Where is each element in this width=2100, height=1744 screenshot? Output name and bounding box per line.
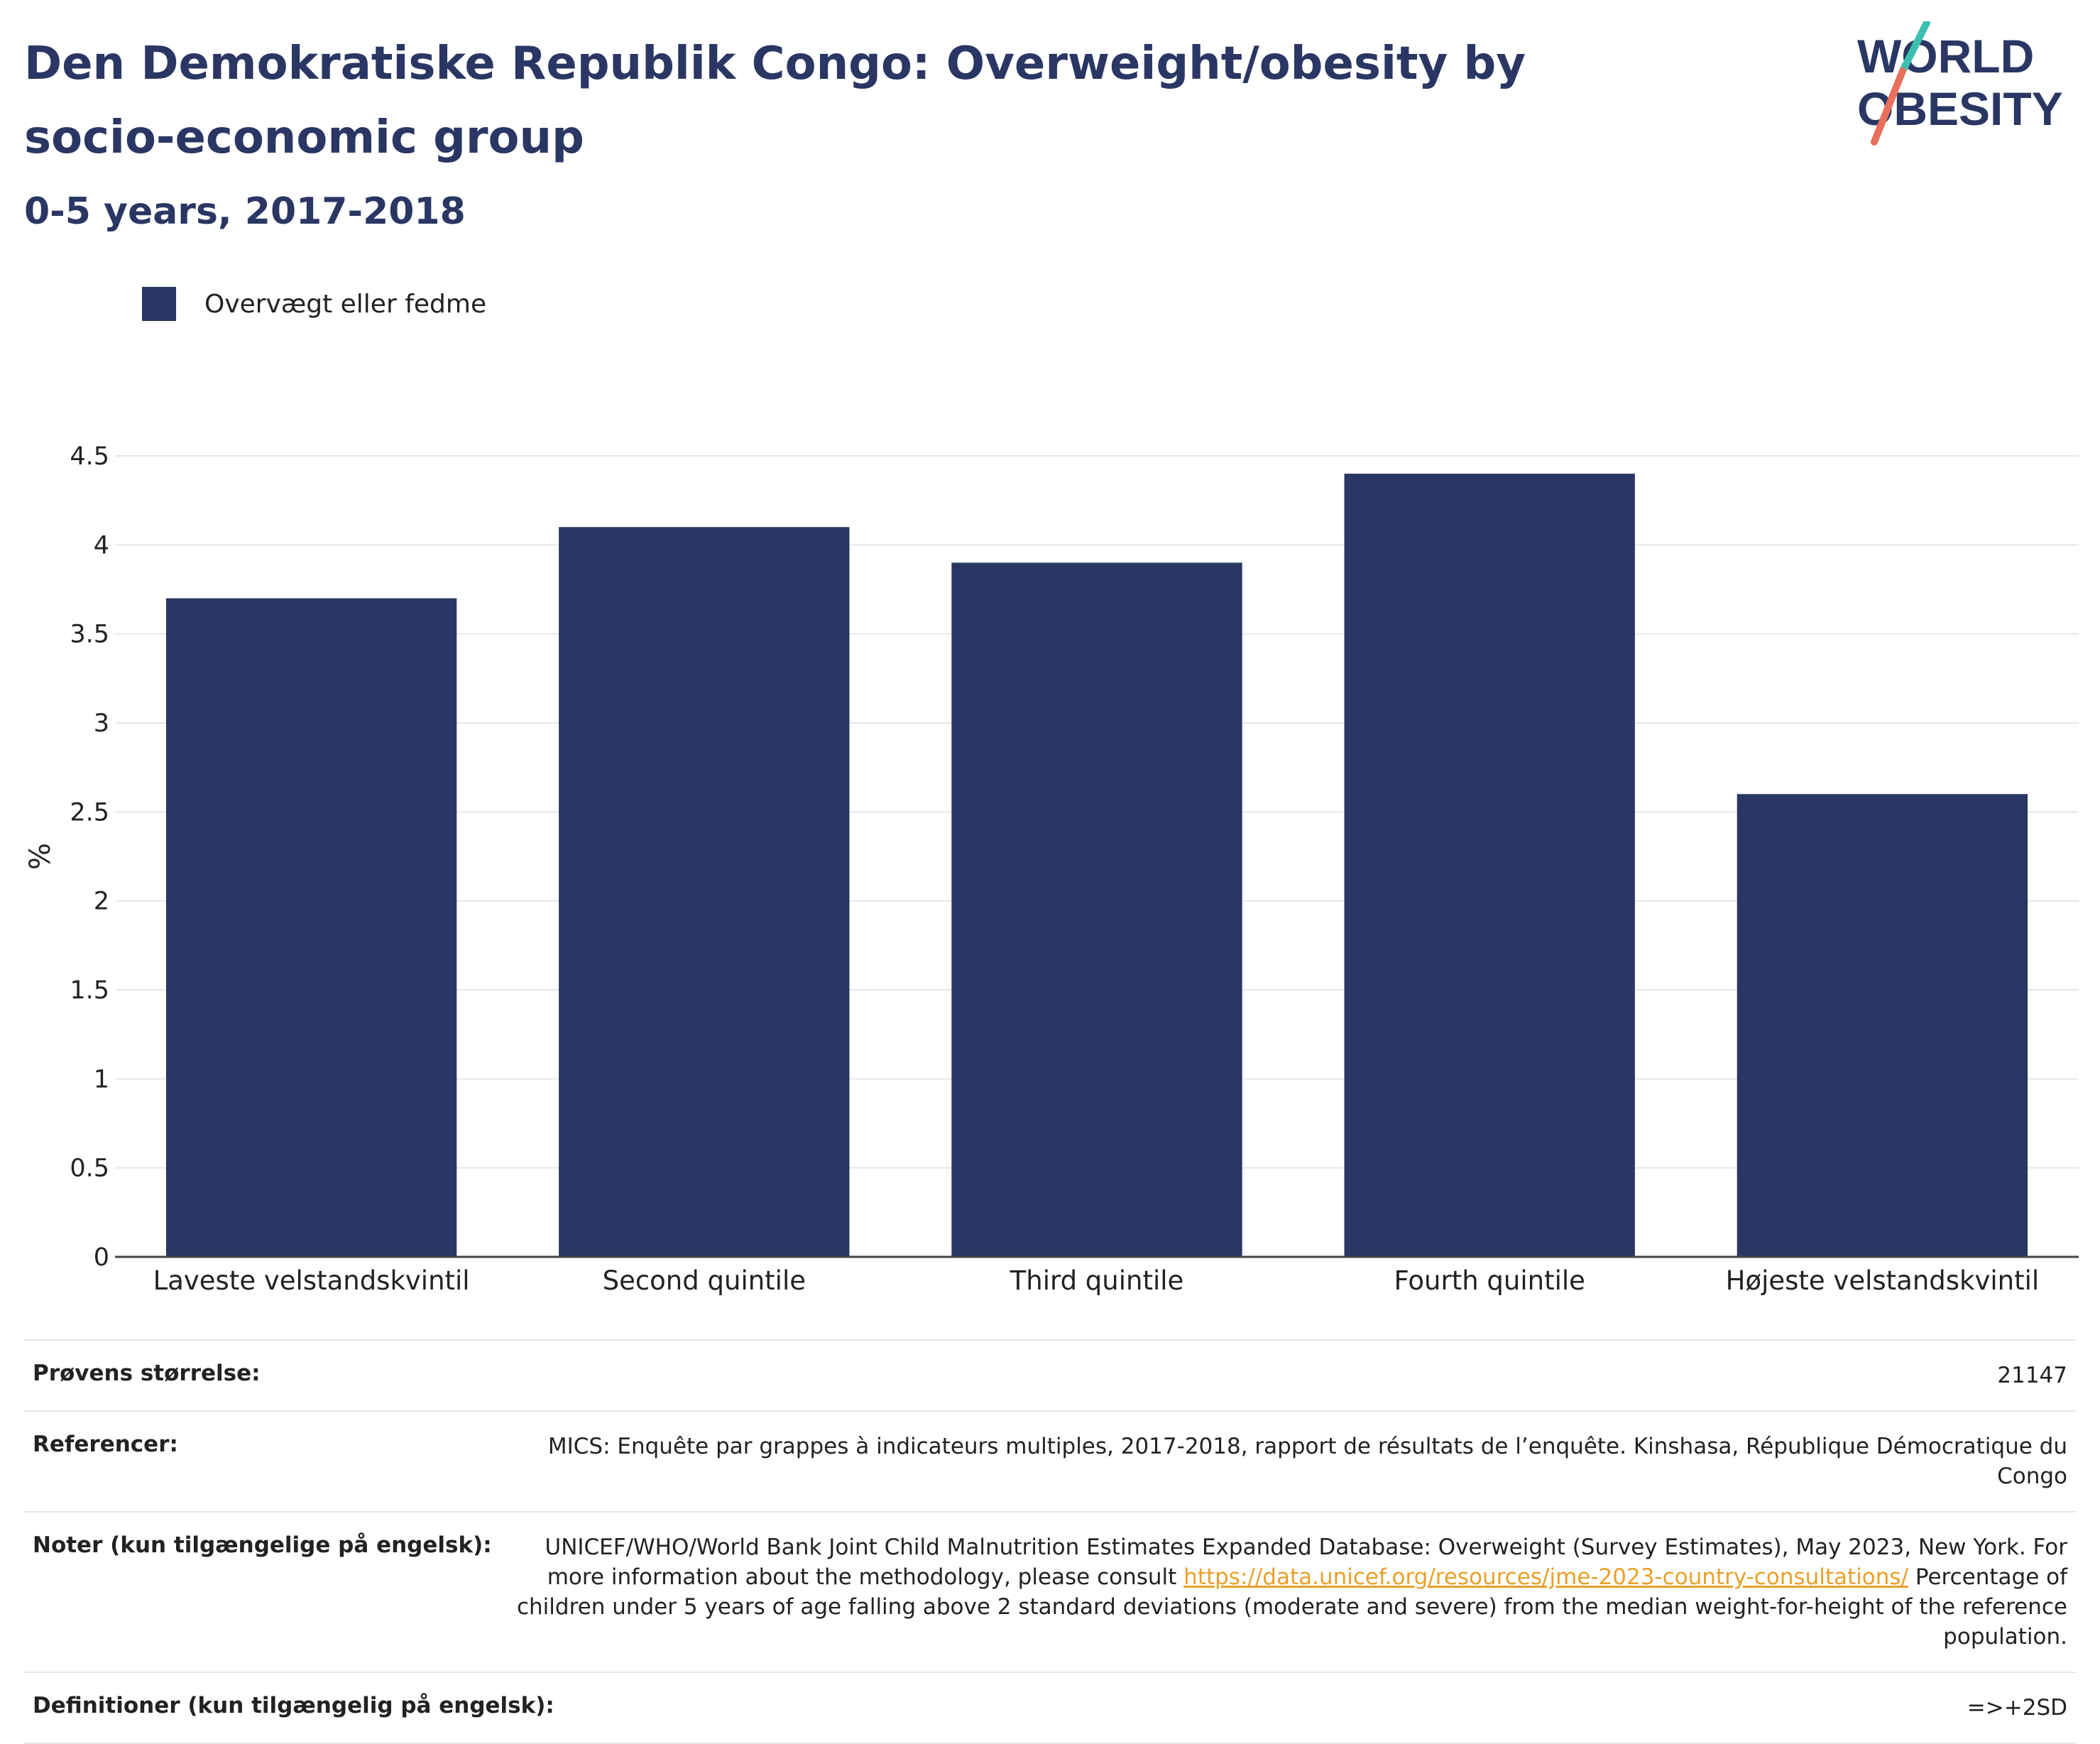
legend: Overvægt eller fedme [142,284,486,324]
y-tick-label: 4 [94,531,109,560]
legend-swatch [142,287,176,321]
y-tick-label: 3 [94,709,109,738]
notes-row: Noter (kun tilgængelige på engelsk): UNI… [24,1511,2076,1672]
y-tick-label: 2 [94,888,109,916]
x-tick-label: Fourth quintile [1394,1265,1585,1296]
y-tick-label: 3.5 [70,621,109,649]
logo-line1: WORLD [1857,30,2034,82]
references-label: Referencer: [33,1432,178,1457]
bar [165,598,457,1257]
y-tick-label: 1.5 [70,976,109,1005]
y-axis-label: % [24,843,57,870]
axes: 0 0.5 1 1.5 2 2.5 3 3.5 4 4.5 Laveste velstandskvi… [24,442,2079,1296]
notes-text-2: Percentage of children under 5 years of … [516,1564,2067,1650]
x-tick-label: Højeste velstandskvintil [1726,1265,2040,1296]
notes-link[interactable]: https://data.unicef.org/resources/jme-20… [1183,1564,1909,1590]
x-tick-label: Laveste velstandskvintil [153,1265,470,1296]
x-tick-label: Third quintile [1010,1265,1184,1296]
info-table: Prøvens størrelse: 21147 Referencer: MIC… [24,1339,2076,1744]
bars [165,474,2028,1258]
sample-size-row: Prøvens størrelse: 21147 [24,1339,2076,1410]
sample-size-label: Prøvens størrelse: [33,1361,261,1386]
bar-chart: 0 0.5 1 1.5 2 2.5 3 3.5 4 4.5 Laveste velstandskvi… [24,442,2079,1296]
y-tick-label: 2.5 [70,798,109,827]
sample-size-value: 21147 [1997,1363,2067,1388]
definitions-label: Definitioner (kun tilgængelig på engelsk… [33,1693,554,1718]
x-tick-label: Second quintile [603,1265,806,1296]
references-value: MICS: Enquête par grappes à indicateurs … [547,1434,2067,1489]
bar [1737,794,2028,1257]
notes-text-1: UNICEF/WHO/World Bank Joint Child Malnut… [545,1535,2068,1590]
legend-label: Overvægt eller fedme [204,289,487,319]
notes-value: UNICEF/WHO/World Bank Joint Child Malnut… [505,1532,2067,1652]
definitions-row: Definitioner (kun tilgængelig på engelsk… [24,1672,2076,1744]
definitions-value: =>+2SD [1967,1695,2067,1721]
logo-slash-teal [1899,21,1930,75]
y-tick-label: 0.5 [70,1155,109,1183]
bar [1344,474,1635,1257]
y-tick-label: 0 [94,1243,109,1272]
logo-slash-coral [1871,67,1906,146]
bar [559,527,850,1258]
bar [951,562,1242,1257]
references-row: Referencer: MICS: Enquête par grappes à … [24,1410,2076,1511]
chart-subtitle: 0-5 years, 2017-2018 [24,190,466,233]
notes-label: Noter (kun tilgængelige på engelsk): [33,1532,492,1558]
chart-title: Den Demokratiske Republik Congo: Overwei… [24,38,1526,164]
world-obesity-logo: WORLD OBESITY [1857,21,2063,146]
y-tick-label: 4.5 [70,442,109,471]
y-tick-label: 1 [94,1065,109,1094]
